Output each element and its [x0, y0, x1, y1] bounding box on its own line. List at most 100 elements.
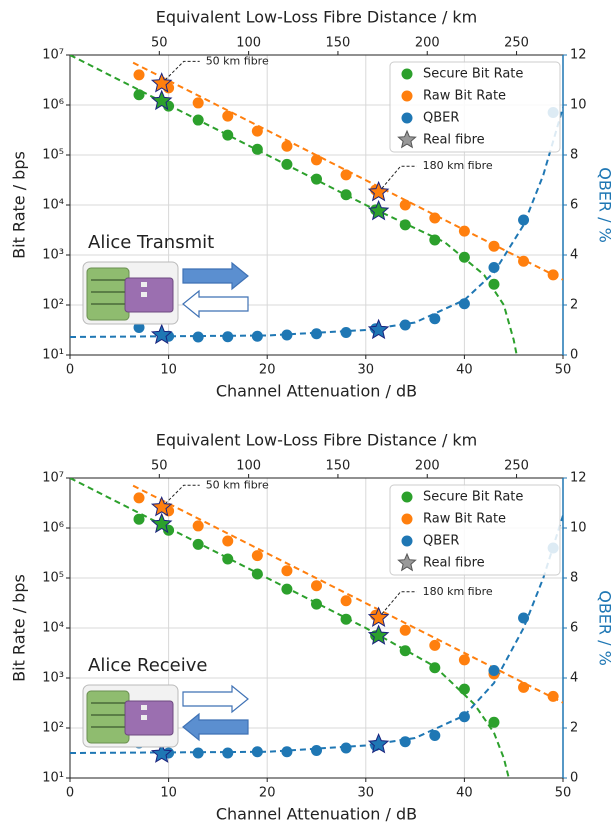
data-point: [458, 654, 470, 666]
x2-tick-label: 50: [151, 459, 168, 474]
x-tick-label: 20: [259, 363, 276, 378]
x-axis-label: Channel Attenuation / dB: [216, 805, 417, 824]
y-tick-label: 10⁶: [42, 98, 64, 113]
data-point: [340, 613, 352, 625]
y2-tick-label: 10: [570, 521, 587, 536]
legend-label: Real fibre: [423, 556, 485, 571]
data-point: [311, 173, 322, 185]
data-point: [399, 645, 411, 657]
data-point: [399, 219, 411, 231]
data-point: [192, 520, 204, 532]
legend-marker: [401, 491, 413, 503]
real-fibre-star: [150, 495, 173, 517]
y-tick-label: 10¹: [42, 348, 64, 363]
data-point: [222, 553, 234, 565]
data-point: [281, 140, 293, 152]
data-point: [133, 492, 145, 504]
data-point: [547, 690, 559, 702]
data-point: [399, 319, 411, 331]
arrow: [182, 684, 249, 714]
y2-tick-label: 8: [570, 571, 578, 586]
data-point: [222, 535, 234, 547]
legend-label: Raw Bit Rate: [423, 512, 506, 527]
legend-box: [389, 61, 561, 153]
x2-tick-label: 100: [236, 459, 261, 474]
y2-tick-label: 4: [570, 671, 578, 686]
x-tick-label: 0: [66, 786, 74, 801]
data-point: [281, 329, 293, 341]
y-axis-label: Bit Rate / bps: [10, 574, 29, 682]
x2-tick-label: 50: [151, 36, 168, 51]
y2-axis-label: QBER / %: [596, 167, 615, 243]
y2-tick-label: 8: [570, 148, 578, 163]
data-point: [429, 639, 441, 651]
real-fibre-star: [150, 512, 173, 534]
y2-axis-label: QBER / %: [596, 590, 615, 666]
real-fibre-star: [367, 606, 390, 627]
data-point: [518, 214, 530, 226]
data-point: [458, 298, 470, 310]
arrow: [182, 712, 249, 742]
legend-marker: [401, 513, 413, 525]
data-point: [340, 189, 352, 201]
x-tick-label: 10: [160, 786, 177, 801]
real-fibre-star: [367, 199, 390, 221]
x-tick-label: 10: [160, 363, 177, 378]
y2-tick-label: 2: [570, 721, 578, 736]
legend-marker: [401, 535, 413, 547]
real-fibre-star: [150, 89, 173, 111]
annotation-leader: [378, 165, 417, 193]
y-tick-label: 10³: [42, 248, 64, 263]
x2-tick-label: 250: [504, 36, 529, 51]
data-point: [429, 662, 441, 674]
y2-tick-label: 12: [570, 471, 587, 486]
legend-marker: [401, 90, 413, 102]
y-tick-label: 10⁵: [42, 571, 64, 586]
legend-marker: [401, 112, 413, 124]
data-point: [458, 683, 470, 695]
x-tick-label: 40: [456, 786, 473, 801]
y2-tick-label: 4: [570, 248, 578, 263]
x-tick-label: 0: [66, 363, 74, 378]
data-point: [311, 328, 322, 340]
legend-marker: [397, 129, 417, 149]
data-point: [281, 565, 293, 577]
data-point: [518, 681, 530, 693]
x2-tick-label: 200: [415, 36, 440, 51]
data-point: [429, 234, 441, 246]
legend-marker: [397, 552, 417, 572]
legend-label: QBER: [423, 534, 459, 549]
data-point: [340, 327, 352, 338]
data-point: [458, 225, 470, 237]
data-point: [222, 110, 234, 122]
legend-label: Secure Bit Rate: [423, 67, 523, 82]
data-point: [192, 538, 204, 550]
data-point: [251, 550, 263, 562]
legend-label: QBER: [423, 111, 459, 126]
real-fibre-star: [150, 72, 173, 93]
data-point: [222, 747, 234, 759]
data-point: [192, 97, 204, 109]
x-tick-label: 50: [555, 363, 572, 378]
y-tick-label: 10⁷: [42, 471, 64, 486]
arrow: [182, 289, 249, 319]
data-point: [192, 331, 204, 343]
data-point: [458, 251, 470, 263]
real-fibre-star: [367, 733, 390, 754]
data-point: [251, 125, 263, 137]
y-tick-label: 10²: [42, 721, 64, 736]
annotation: 180 km fibre: [423, 159, 493, 172]
annotation-leader: [161, 60, 200, 84]
data-point: [222, 331, 234, 343]
data-point: [488, 665, 500, 676]
data-point: [222, 129, 234, 141]
y2-tick-label: 12: [570, 48, 587, 63]
panel-label: Alice Transmit: [88, 232, 214, 253]
data-point: [518, 255, 530, 267]
data-point: [399, 736, 411, 748]
x-tick-label: 30: [358, 786, 375, 801]
x2-tick-label: 200: [415, 459, 440, 474]
x2-tick-label: 150: [326, 36, 351, 51]
data-point: [429, 212, 441, 224]
y2-tick-label: 2: [570, 298, 578, 313]
